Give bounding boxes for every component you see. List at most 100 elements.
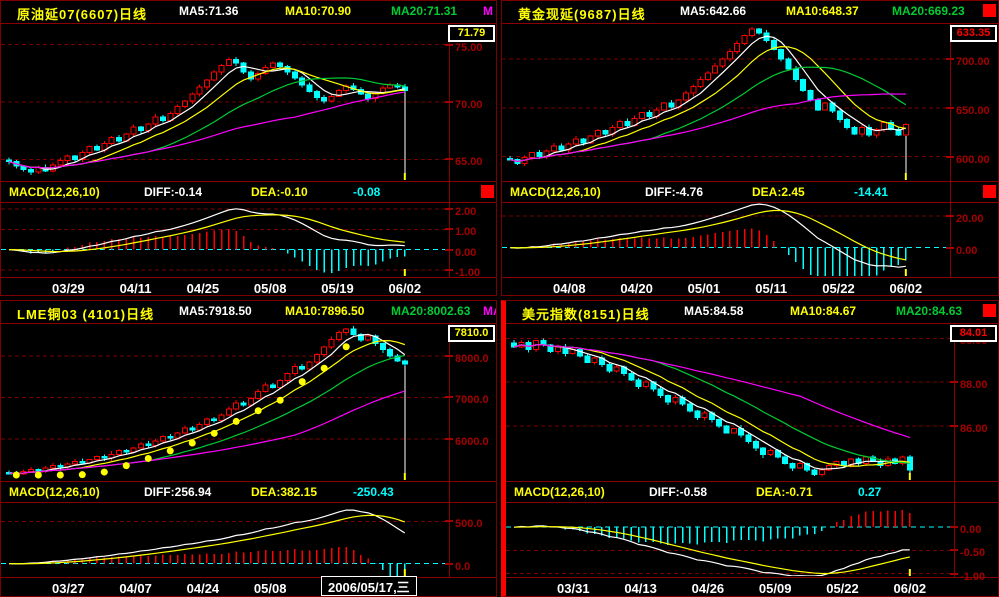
macd-diff-value: DIFF:-4.76	[645, 185, 704, 199]
chart-panel-crude-oil[interactable]: 原油延07(6607)日线 MA5:71.36 MA10:70.90 MA20:…	[0, 0, 497, 296]
macd-chart-area[interactable]: 500.0 0.0	[1, 503, 496, 578]
macd-chart-area[interactable]: 2.00 1.00 0.00 -1.00	[1, 203, 496, 279]
last-price-box: 7810.0	[448, 325, 495, 342]
date-axis-label: 05/22	[826, 581, 859, 596]
date-axis-label: 04/25	[186, 281, 220, 296]
y-axis-tick-label: 70.00	[455, 99, 483, 111]
instrument-title[interactable]: 原油延07(6607)日线	[17, 7, 148, 22]
macd-hist-value: -14.41	[854, 185, 889, 199]
y-axis-tick	[950, 381, 958, 384]
macd-indicator-label[interactable]: MACD(12,26,10)	[510, 185, 601, 199]
date-axis: 03/29 04/11 04/25 05/08 05/19 06/02	[1, 278, 496, 296]
ma-extra-clipped-label: M	[483, 4, 493, 18]
y-axis-tick-label: 600.00	[956, 153, 990, 166]
date-axis-label: 05/19	[321, 281, 354, 296]
macd-indicator-label[interactable]: MACD(12,26,10)	[514, 485, 605, 499]
macd-scale: 0.00 -0.50 -1.00	[950, 503, 998, 583]
panel-marker-red-square	[983, 4, 996, 17]
chart-panel-lme-copper[interactable]: LME铜03 (4101)日线 MA5:7918.50 MA10:7896.50…	[0, 300, 497, 597]
last-price-box: 71.79	[448, 25, 495, 42]
date-axis-label: 05/22	[822, 281, 855, 296]
macd-axis-tick-label: 0.00	[960, 524, 982, 537]
macd-axis-tick	[445, 520, 453, 523]
date-axis: 2006/05/17,三 03/27 04/07 04/24 05/08	[1, 576, 496, 596]
y-axis-tick-label: 86.00	[960, 423, 988, 436]
instrument-title[interactable]: LME铜03 (4101)日线	[17, 307, 155, 322]
price-scale: 75.00 70.00 65.00	[445, 24, 496, 181]
chart-panel-usd-index[interactable]: 美元指数(8151)日线 MA5:84.58 MA10:84.67 MA20:8…	[501, 300, 999, 597]
macd-dea-value: DEA:-0.10	[251, 185, 308, 199]
ma-extra-clipped-label: MA:	[483, 304, 496, 318]
macd-diff-value: DIFF:-0.14	[144, 185, 203, 199]
price-scale: 700.00 650.00 600.00	[946, 24, 998, 181]
ma10-value: MA10:70.90	[285, 4, 352, 18]
macd-axis-tick	[950, 526, 958, 529]
y-axis-tick	[445, 158, 453, 161]
y-axis-tick-label: 7000.0	[455, 394, 489, 407]
y-axis-tick-label: 75.00	[455, 41, 483, 54]
macd-chart-area[interactable]: 0.00 -0.50 -1.00	[506, 503, 998, 583]
panel-header: 美元指数(8151)日线 MA5:84.58 MA10:84.67 MA20:8…	[506, 301, 998, 324]
y-axis-tick	[950, 425, 958, 428]
last-price-box: 84.01	[950, 325, 997, 342]
macd-axis-tick-label: 0.0	[455, 560, 471, 573]
macd-axis-tick	[445, 248, 453, 251]
price-scale: 8000.0 7000.0 6000.0	[445, 324, 496, 481]
chart-panel-gold[interactable]: 黄金现延(9687)日线 MA5:642.66 MA10:648.37 MA20…	[501, 0, 999, 296]
candlestick-chart[interactable]	[506, 324, 954, 480]
candlestick-chart[interactable]	[1, 324, 449, 480]
macd-indicator-label[interactable]: MACD(12,26,10)	[9, 485, 100, 499]
date-axis-label: 04/26	[691, 581, 725, 596]
date-axis: 03/31 04/13 04/26 05/09 05/22 06/02	[506, 578, 998, 596]
macd-indicator-label[interactable]: MACD(12,26,10)	[9, 185, 100, 199]
candlestick-chart[interactable]	[502, 24, 950, 180]
date-axis-label: 04/13	[624, 581, 657, 596]
ma10-value: MA10:84.67	[790, 304, 857, 318]
macd-dea-value: DEA:2.45	[752, 185, 805, 199]
macd-diff-value: DIFF:-0.58	[649, 485, 708, 499]
y-axis-tick-label: 650.00	[956, 104, 990, 117]
macd-scale: 2.00 1.00 0.00 -1.00	[445, 203, 496, 279]
macd-diff-value: DIFF:256.94	[144, 485, 212, 499]
cursor-date-tooltip: 2006/05/17,三	[321, 576, 417, 596]
macd-hist-value: -0.08	[353, 185, 381, 199]
date-axis-label: 06/02	[889, 281, 923, 296]
candlestick-chart[interactable]	[1, 24, 449, 180]
date-axis-label: 05/08	[253, 581, 287, 596]
macd-histogram-chart[interactable]	[1, 503, 449, 576]
macd-histogram-chart[interactable]	[502, 203, 950, 276]
y-axis-tick-label: 88.00	[960, 379, 988, 392]
y-axis-tick	[445, 101, 453, 103]
macd-label-row: MACD(12,26,10) DIFF:-0.58 DEA:-0.71 0.27	[506, 482, 998, 503]
y-axis-tick	[445, 43, 453, 46]
macd-chart-area[interactable]: 20.00 0.00	[502, 203, 998, 278]
macd-label-row: MACD(12,26,10) DIFF:-0.14 DEA:-0.10 -0.0…	[1, 182, 496, 203]
date-axis-label: 05/11	[755, 281, 788, 296]
ma5-value: MA5:84.58	[684, 304, 744, 318]
price-chart-area[interactable]: 700.00 650.00 600.00 633.35	[502, 24, 998, 182]
date-axis-label: 03/27	[52, 581, 85, 596]
ma20-value: MA20:71.31	[391, 4, 458, 18]
macd-histogram-chart[interactable]	[1, 203, 449, 276]
price-chart-area[interactable]: 8000.0 7000.0 6000.0 7810.0	[1, 324, 496, 482]
macd-histogram-chart[interactable]	[506, 503, 954, 576]
instrument-title[interactable]: 美元指数(8151)日线	[522, 307, 650, 322]
macd-scale: 20.00 0.00	[946, 203, 998, 277]
macd-scale: 500.0 0.0	[445, 503, 496, 577]
date-axis-label: 04/20	[620, 281, 653, 296]
ma5-value: MA5:71.36	[179, 4, 239, 18]
macd-axis-tick	[946, 215, 954, 218]
price-chart-area[interactable]: 75.00 70.00 65.00 71.79	[1, 24, 496, 182]
y-axis-tick	[445, 396, 453, 399]
macd-axis-tick	[445, 208, 453, 211]
macd-axis-tick	[950, 549, 958, 552]
ma5-value: MA5:642.66	[680, 4, 747, 18]
date-axis-label: 04/24	[186, 581, 220, 596]
date-axis-label: 05/01	[687, 281, 721, 296]
macd-axis-tick	[445, 562, 453, 565]
panel-marker-red-square	[983, 304, 996, 317]
instrument-title[interactable]: 黄金现延(9687)日线	[518, 7, 646, 22]
macd-hist-value: 0.27	[858, 485, 882, 499]
macd-axis-tick	[950, 572, 958, 575]
